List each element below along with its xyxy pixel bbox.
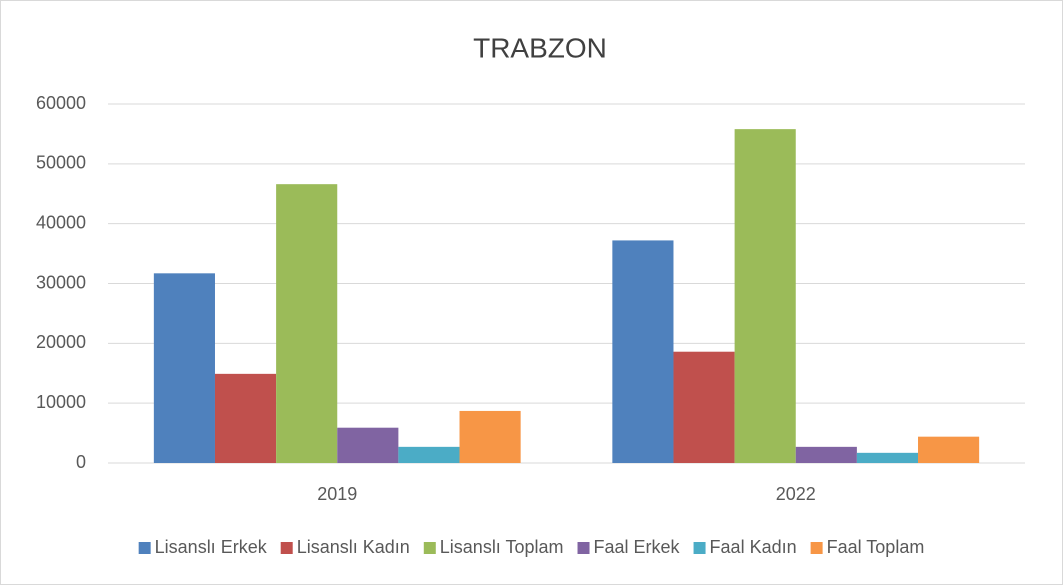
y-tick-label: 60000 xyxy=(36,93,86,113)
legend-swatch xyxy=(138,542,151,554)
x-tick-label: 2019 xyxy=(317,484,357,504)
legend-label: Faal Toplam xyxy=(827,537,925,557)
bar xyxy=(734,129,796,463)
bar xyxy=(856,452,919,463)
legend-swatch xyxy=(280,542,293,554)
bar xyxy=(337,427,399,463)
legend-label: Lisanslı Erkek xyxy=(155,537,268,557)
chart-title: TRABZON xyxy=(473,32,607,63)
bar xyxy=(459,410,521,463)
legend-swatch xyxy=(693,542,706,554)
legend-label: Lisanslı Kadın xyxy=(297,537,410,557)
y-tick-label: 50000 xyxy=(36,153,86,173)
y-tick-label: 10000 xyxy=(36,392,86,412)
x-tick-label: 2022 xyxy=(776,484,816,504)
bar xyxy=(795,446,857,463)
bar xyxy=(276,184,338,463)
legend-swatch xyxy=(810,542,823,554)
y-tick-label: 20000 xyxy=(36,332,86,352)
legend-swatch xyxy=(577,542,590,554)
bar xyxy=(214,373,277,463)
bar xyxy=(398,446,460,463)
bar xyxy=(673,351,735,463)
legend-swatch xyxy=(423,542,436,554)
legend-label: Faal Erkek xyxy=(594,537,681,557)
y-tick-label: 30000 xyxy=(36,272,86,292)
bar xyxy=(153,273,215,463)
bar xyxy=(918,436,980,463)
legend-label: Lisanslı Toplam xyxy=(440,537,564,557)
legend-label: Faal Kadın xyxy=(710,537,797,557)
y-tick-label: 40000 xyxy=(36,212,86,232)
bar xyxy=(612,240,674,463)
y-tick-label: 0 xyxy=(76,452,86,472)
